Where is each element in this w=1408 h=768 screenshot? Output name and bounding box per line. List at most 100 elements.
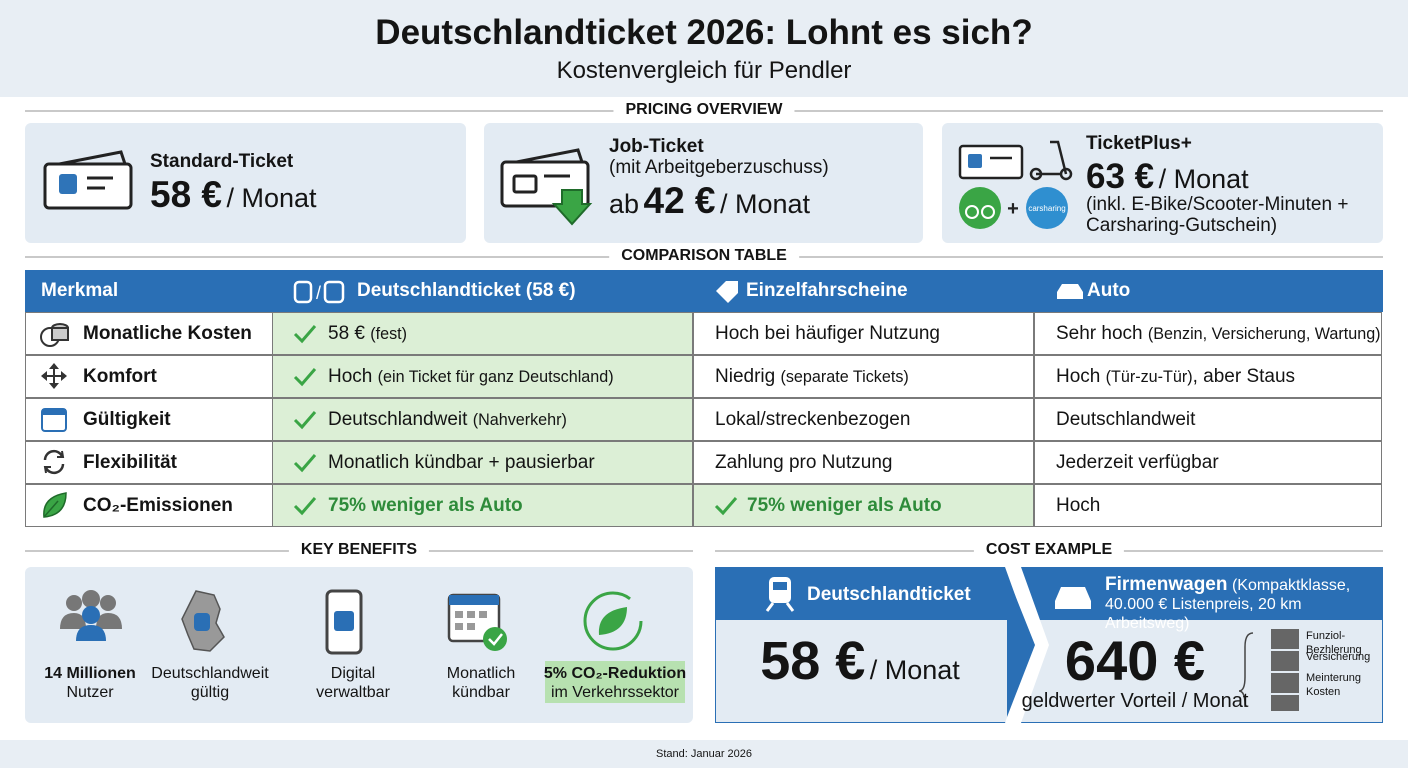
column-header: Einzelfahrscheine — [746, 280, 908, 301]
table-cell: Deutschlandweit — [1056, 409, 1196, 430]
row-icon — [43, 449, 65, 475]
table-cell: Lokal/streckenbezogen — [715, 409, 911, 430]
row-label: Komfort — [83, 366, 157, 387]
check-icon — [293, 454, 317, 473]
row-label: Monatliche Kosten — [83, 323, 252, 344]
cost-unit: / Monat — [869, 655, 960, 685]
table-cell-bg — [272, 484, 693, 527]
row-label: CO₂-Emissionen — [83, 495, 233, 516]
row-icon — [43, 492, 67, 518]
icon-label: carsharing — [1028, 204, 1065, 213]
table-cell: Hoch — [1056, 495, 1101, 516]
benefit-icon — [325, 589, 363, 655]
cost-shapes — [715, 567, 1383, 723]
column-header: Auto — [1087, 280, 1131, 301]
table-cell-bg — [25, 441, 273, 484]
card-unit: / Monat — [226, 183, 317, 213]
check-icon — [714, 497, 738, 516]
table-cell: Deutschlandweit (Nahverkehr) — [328, 409, 567, 430]
ticketplus-icons: + carsharing — [958, 140, 1073, 229]
table-cell-bg — [272, 441, 693, 484]
table-cell: Hoch bei häufiger Nutzung — [715, 323, 940, 344]
table-cell-bg — [1034, 355, 1382, 398]
section-heading: COMPARISON TABLE — [609, 245, 799, 267]
comparison-table: Merkmal / Deutschlandticket (58 €) Einzelfa… — [25, 270, 1383, 527]
row-icon — [40, 323, 69, 347]
header-band — [0, 0, 1408, 97]
footer-note: Stand: Januar 2026 — [655, 748, 753, 760]
cost-caption: geldwerter Vorteil / Monat — [1021, 690, 1249, 712]
card-price: 63 € — [1086, 157, 1155, 196]
column-icon — [1057, 284, 1083, 299]
svg-text:/: / — [316, 283, 321, 303]
footer-band — [0, 740, 1408, 768]
table-cell-bg — [1034, 312, 1382, 355]
ticket-icon — [43, 150, 133, 210]
benefit-icon — [181, 590, 225, 652]
table-cell-bg — [693, 441, 1034, 484]
row-label: Flexibilität — [83, 452, 177, 473]
table-cell-bg — [25, 484, 273, 527]
table-cell-bg — [693, 484, 1034, 527]
benefit-text: verwaltbar — [316, 684, 390, 701]
legend-item: Funziol-Bezhlerung — [1306, 630, 1362, 656]
benefit-text: Digital — [330, 665, 376, 682]
row-icon — [41, 408, 67, 432]
card-prefix: ab — [609, 189, 640, 219]
benefit-text: im Verkehrssektor — [550, 684, 680, 701]
subtitle: Kostenvergleich für Pendler — [556, 57, 852, 84]
price-card — [942, 123, 1383, 243]
row-label: Gültigkeit — [83, 409, 171, 430]
table-cell-bg — [693, 398, 1034, 441]
cost-label: Deutschlandticket — [807, 584, 971, 605]
benefit-text: Nutzer — [66, 684, 114, 701]
table-cell: 75% weniger als Auto — [747, 495, 942, 516]
column-icon: / — [293, 280, 345, 304]
card-note: (inkl. E-Bike/Scooter-Minuten + Carshari… — [1086, 194, 1349, 236]
section-heading: PRICING OVERVIEW — [613, 99, 795, 121]
card-name: TicketPlus+ — [1086, 133, 1192, 154]
column-icon — [716, 281, 738, 303]
table-cell-bg — [272, 398, 693, 441]
section-rule: PRICING OVERVIEW — [25, 99, 1383, 121]
table-cell: Hoch (Tür-zu-Tür), aber Staus — [1056, 366, 1296, 387]
table-cell-bg — [272, 355, 693, 398]
section-heading: COST EXAMPLE — [973, 539, 1125, 561]
svg-text:+: + — [1007, 198, 1019, 220]
check-icon — [293, 368, 317, 387]
benefit-icon — [583, 591, 643, 651]
benefit-text: gültig — [190, 684, 230, 701]
table-cell: Niedrig (separate Tickets) — [715, 366, 909, 387]
benefit-text: 5% CO₂-Reduktion — [543, 665, 687, 682]
cost-detail: (Kompaktklasse, 40.000 € Listenpreis, 20… — [1105, 577, 1351, 632]
table-cell-bg — [693, 355, 1034, 398]
table-cell: 75% weniger als Auto — [328, 495, 523, 516]
benefit-text: Deutschlandweit — [151, 665, 269, 682]
job-ticket-icon — [500, 148, 593, 226]
table-header-band — [25, 270, 1383, 312]
table-cell-bg — [693, 312, 1034, 355]
table-cell-bg — [1034, 484, 1382, 527]
cost-price: 640 € — [1064, 629, 1206, 692]
table-cell-bg — [1034, 441, 1382, 484]
table-cell: Sehr hoch (Benzin, Versicherung, Wartung… — [1056, 323, 1381, 344]
column-header: Merkmal — [41, 280, 119, 301]
check-icon — [293, 411, 317, 430]
column-header: Deutschlandticket (58 €) — [357, 280, 576, 301]
table-cell-bg — [272, 312, 693, 355]
legend-item: Versicherung — [1306, 651, 1371, 663]
title: Deutschlandticket 2026: Lohnt es sich? — [375, 13, 1033, 52]
legend-item: Meinterung Kosten — [1306, 672, 1362, 698]
benefit-icon — [447, 593, 507, 651]
card-name: Job-Ticket — [609, 136, 704, 157]
section-heading: KEY BENEFITS — [288, 539, 430, 561]
section-rule: COMPARISON TABLE — [25, 245, 1383, 267]
card-price: 58 € — [150, 174, 223, 215]
table-cell-bg — [1034, 398, 1382, 441]
cost-price: 58 € — [760, 631, 866, 691]
table-cell: 58 € (fest) — [328, 323, 408, 344]
table-cell: Hoch (ein Ticket für ganz Deutschland) — [328, 366, 614, 387]
benefit-icon — [60, 590, 122, 641]
table-cell: Monatlich kündbar + pausierbar — [328, 452, 595, 473]
